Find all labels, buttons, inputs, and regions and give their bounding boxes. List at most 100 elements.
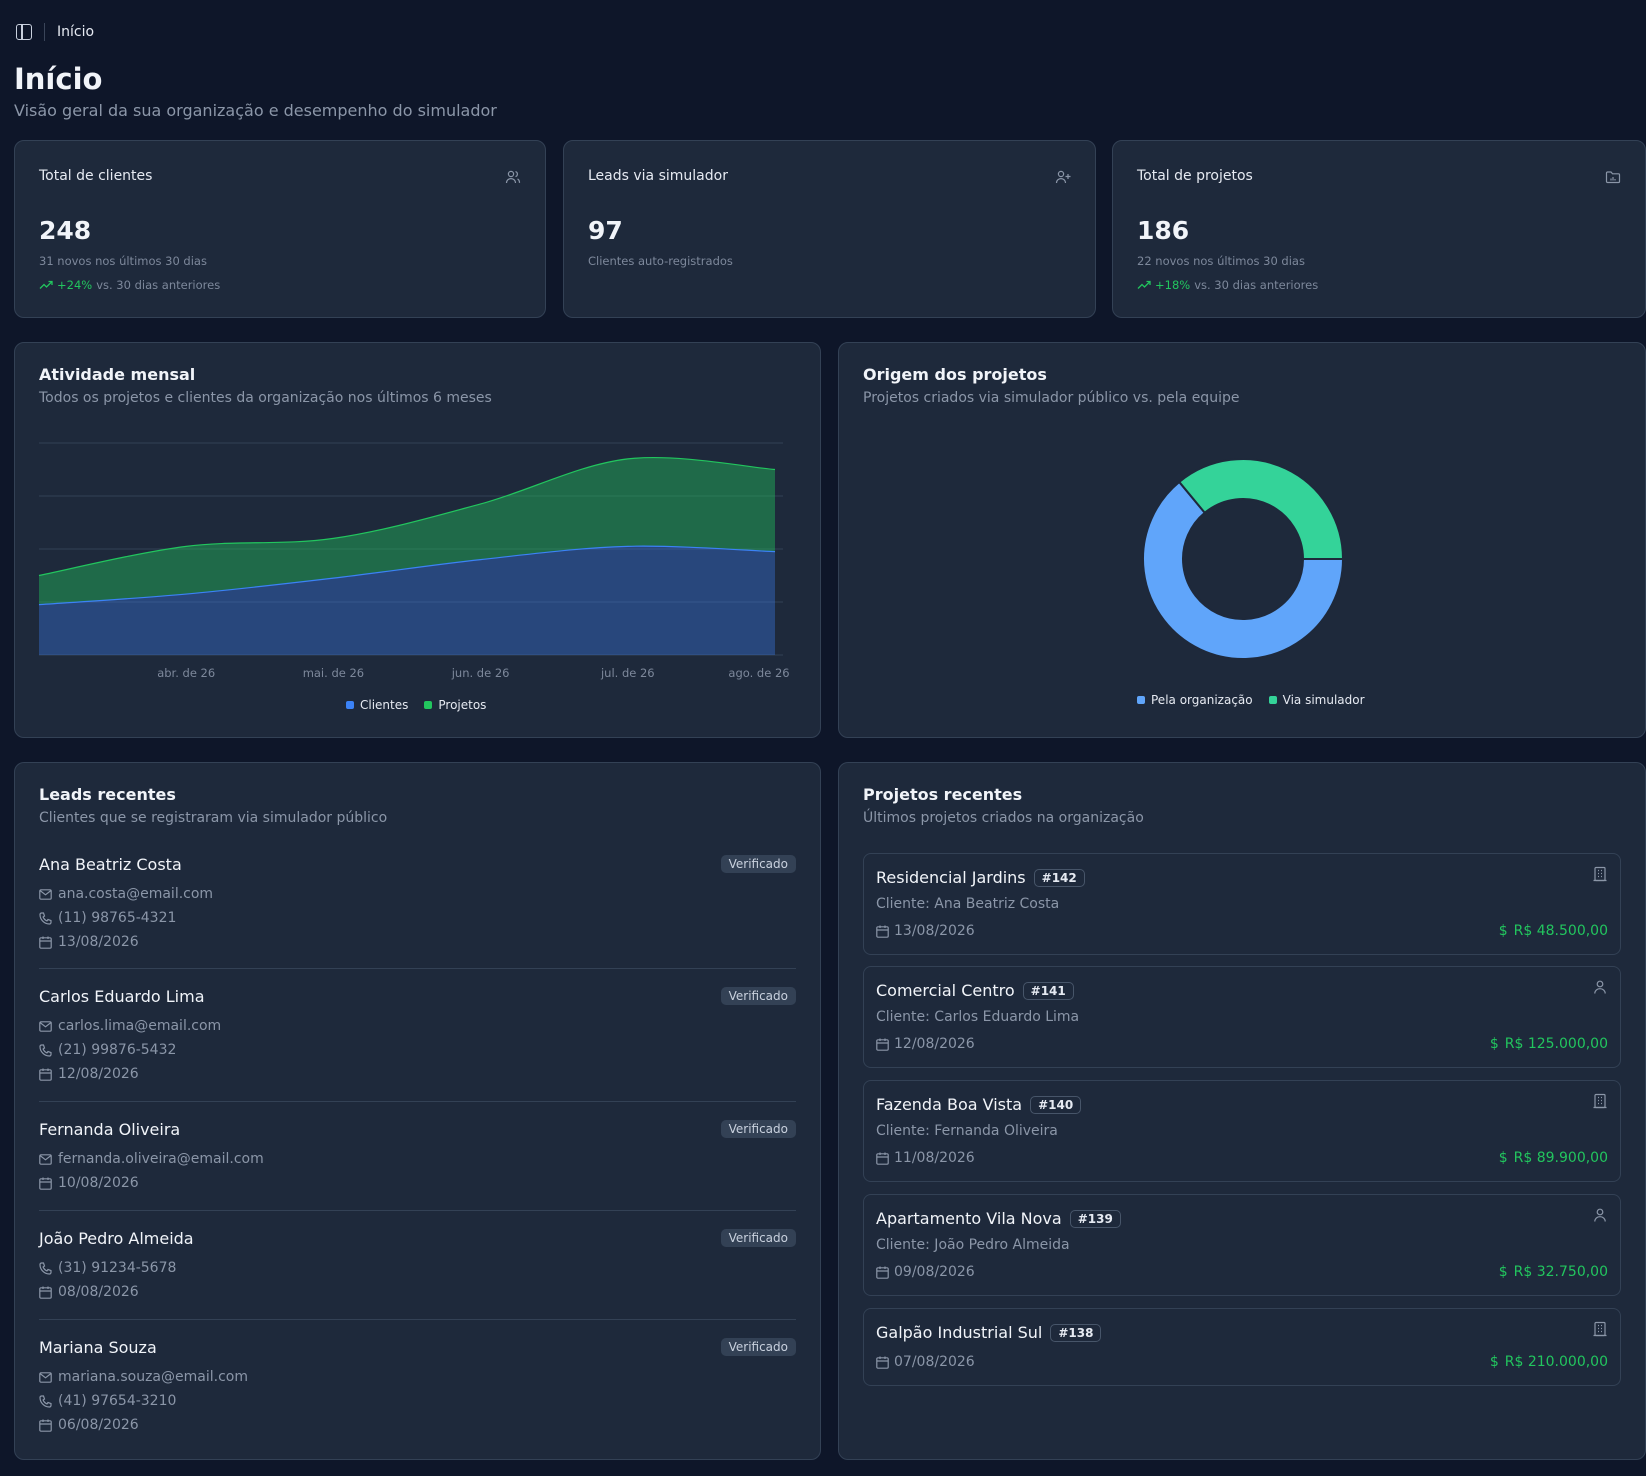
- chart-legend: Pela organização Via simulador: [1137, 693, 1365, 707]
- stat-card-total-projetos: Total de projetos 186 22 novos nos últim…: [1112, 140, 1646, 318]
- users-icon: [505, 170, 521, 184]
- project-price: $ R$ 125.000,00: [1490, 1036, 1608, 1052]
- lead-phone-text: (21) 99876-5432: [58, 1042, 177, 1058]
- calendar-icon: [39, 1068, 52, 1081]
- project-price: $ R$ 32.750,00: [1499, 1264, 1608, 1280]
- lead-date-text: 10/08/2026: [58, 1175, 139, 1191]
- dollar-icon: $: [1489, 1036, 1499, 1052]
- lead-name: Mariana Souza: [39, 1338, 157, 1357]
- project-client: Cliente: João Pedro Almeida: [876, 1237, 1070, 1253]
- project-item[interactable]: Comercial Centro #141 Cliente: Carlos Edu…: [863, 966, 1621, 1068]
- project-name: Comercial Centro: [876, 981, 1015, 1000]
- project-item[interactable]: Apartamento Vila Nova #139 Cliente: João …: [863, 1194, 1621, 1296]
- project-date-text: 07/08/2026: [894, 1354, 975, 1370]
- recent-projects-card: Projetos recentes Últimos projetos criad…: [838, 762, 1646, 1460]
- legend-item-sim[interactable]: Via simulador: [1268, 693, 1365, 707]
- stat-value: 248: [39, 216, 92, 245]
- legend-item-projetos[interactable]: Projetos: [424, 698, 486, 712]
- lead-date: 08/08/2026: [39, 1284, 796, 1300]
- lead-phone-text: (11) 98765-4321: [58, 910, 177, 926]
- project-client: Cliente: Fernanda Oliveira: [876, 1123, 1058, 1139]
- lead-name: Carlos Eduardo Lima: [39, 987, 205, 1006]
- project-date-text: 12/08/2026: [894, 1036, 975, 1052]
- stat-label: Total de clientes: [39, 168, 153, 184]
- divider: [39, 1210, 796, 1211]
- lead-item[interactable]: Mariana Souza Verificado mariana.souza@e…: [39, 1338, 796, 1433]
- activity-area-chart[interactable]: abr. de 26 mai. de 26 jun. de 26 jul. de 26…: [15, 343, 822, 739]
- project-client: Cliente: Ana Beatriz Costa: [876, 896, 1060, 912]
- stat-card-leads-simulador: Leads via simulador 97 Clientes auto-reg…: [563, 140, 1096, 318]
- project-item[interactable]: Residencial Jardins #142 Cliente: Ana Bea…: [863, 853, 1621, 955]
- chart-title: Atividade mensal: [39, 365, 196, 384]
- lead-date: 06/08/2026: [39, 1417, 796, 1433]
- project-item[interactable]: Fazenda Boa Vista #140 Cliente: Fernanda …: [863, 1080, 1621, 1182]
- phone-icon: [39, 1394, 52, 1408]
- lead-item[interactable]: Ana Beatriz Costa Verificado ana.costa@e…: [39, 855, 796, 950]
- sidebar-toggle-icon[interactable]: [16, 24, 32, 40]
- donut-slice[interactable]: [1177, 458, 1345, 560]
- calendar-icon: [876, 1152, 889, 1165]
- project-price: $ R$ 48.500,00: [1499, 923, 1608, 939]
- lead-name: Fernanda Oliveira: [39, 1120, 181, 1139]
- lead-email: mariana.souza@email.com: [39, 1369, 796, 1385]
- project-title: Residencial Jardins #142: [876, 868, 1085, 887]
- legend-item-clientes[interactable]: Clientes: [346, 698, 408, 712]
- verified-badge: Verificado: [720, 987, 796, 1005]
- stat-desc: Clientes auto-registrados: [588, 254, 733, 268]
- lead-item[interactable]: Carlos Eduardo Lima Verificado carlos.li…: [39, 987, 796, 1082]
- dollar-icon: $: [1489, 1354, 1499, 1370]
- divider: [39, 1101, 796, 1102]
- legend-swatch: [1268, 696, 1277, 704]
- legend-swatch: [1137, 696, 1145, 704]
- project-name: Apartamento Vila Nova: [876, 1209, 1062, 1228]
- lead-date: 13/08/2026: [39, 934, 796, 950]
- verified-badge: Verificado: [720, 1120, 796, 1138]
- project-name: Galpão Industrial Sul: [876, 1323, 1043, 1342]
- phone-icon: [39, 1261, 52, 1275]
- mail-icon: [39, 1153, 52, 1165]
- project-price-text: R$ 89.900,00: [1513, 1150, 1608, 1166]
- leads-subtitle: Clientes que se registraram via simulado…: [39, 810, 388, 826]
- origin-donut-chart[interactable]: [839, 343, 1646, 739]
- breadcrumb[interactable]: Início: [57, 24, 95, 40]
- calendar-icon: [876, 925, 889, 938]
- calendar-icon: [39, 1419, 52, 1432]
- lead-date: 12/08/2026: [39, 1066, 796, 1082]
- project-item[interactable]: Galpão Industrial Sul #138 07/08/2026 $ R$…: [863, 1308, 1621, 1386]
- project-date: 09/08/2026: [876, 1264, 975, 1280]
- project-date-text: 09/08/2026: [894, 1264, 975, 1280]
- lead-item[interactable]: João Pedro Almeida Verificado (31) 91234…: [39, 1229, 796, 1300]
- stat-value: 186: [1137, 216, 1190, 245]
- trend-text: vs. 30 dias anteriores: [1194, 278, 1319, 292]
- page-title: Início: [14, 62, 103, 96]
- donut-slice[interactable]: [1142, 480, 1345, 660]
- lead-email-text: mariana.souza@email.com: [58, 1369, 248, 1385]
- stat-desc: 22 novos nos últimos 30 dias: [1137, 254, 1305, 268]
- legend-item-org[interactable]: Pela organização: [1137, 693, 1253, 707]
- trend-pct: +18%: [1155, 278, 1191, 292]
- lead-email-text: ana.costa@email.com: [58, 886, 214, 902]
- x-tick-label: jul. de 26: [600, 666, 655, 680]
- project-title: Fazenda Boa Vista #140: [876, 1095, 1082, 1114]
- lead-item[interactable]: Fernanda Oliveira Verificado fernanda.ol…: [39, 1120, 796, 1191]
- project-price-text: R$ 125.000,00: [1504, 1036, 1608, 1052]
- lead-date-text: 12/08/2026: [58, 1066, 139, 1082]
- divider: [39, 968, 796, 969]
- project-date: 11/08/2026: [876, 1150, 975, 1166]
- project-price: $ R$ 89.900,00: [1499, 1150, 1608, 1166]
- lead-phone-text: (31) 91234-5678: [58, 1260, 177, 1276]
- project-id-tag: #138: [1050, 1323, 1102, 1342]
- legend-label: Clientes: [360, 698, 409, 712]
- leads-title: Leads recentes: [39, 785, 176, 804]
- stat-value: 97: [588, 216, 623, 245]
- trending-up-icon: [1137, 280, 1151, 289]
- lead-phone: (31) 91234-5678: [39, 1260, 796, 1276]
- user-plus-icon: [1055, 170, 1071, 184]
- calendar-icon: [39, 936, 52, 949]
- chart-title: Origem dos projetos: [863, 365, 1047, 384]
- chart-subtitle: Todos os projetos e clientes da organiza…: [39, 390, 492, 406]
- project-date-text: 13/08/2026: [894, 923, 975, 939]
- lead-email-text: carlos.lima@email.com: [58, 1018, 222, 1034]
- x-tick-label: ago. de 26: [728, 666, 789, 680]
- line-projetos: [38, 456, 776, 577]
